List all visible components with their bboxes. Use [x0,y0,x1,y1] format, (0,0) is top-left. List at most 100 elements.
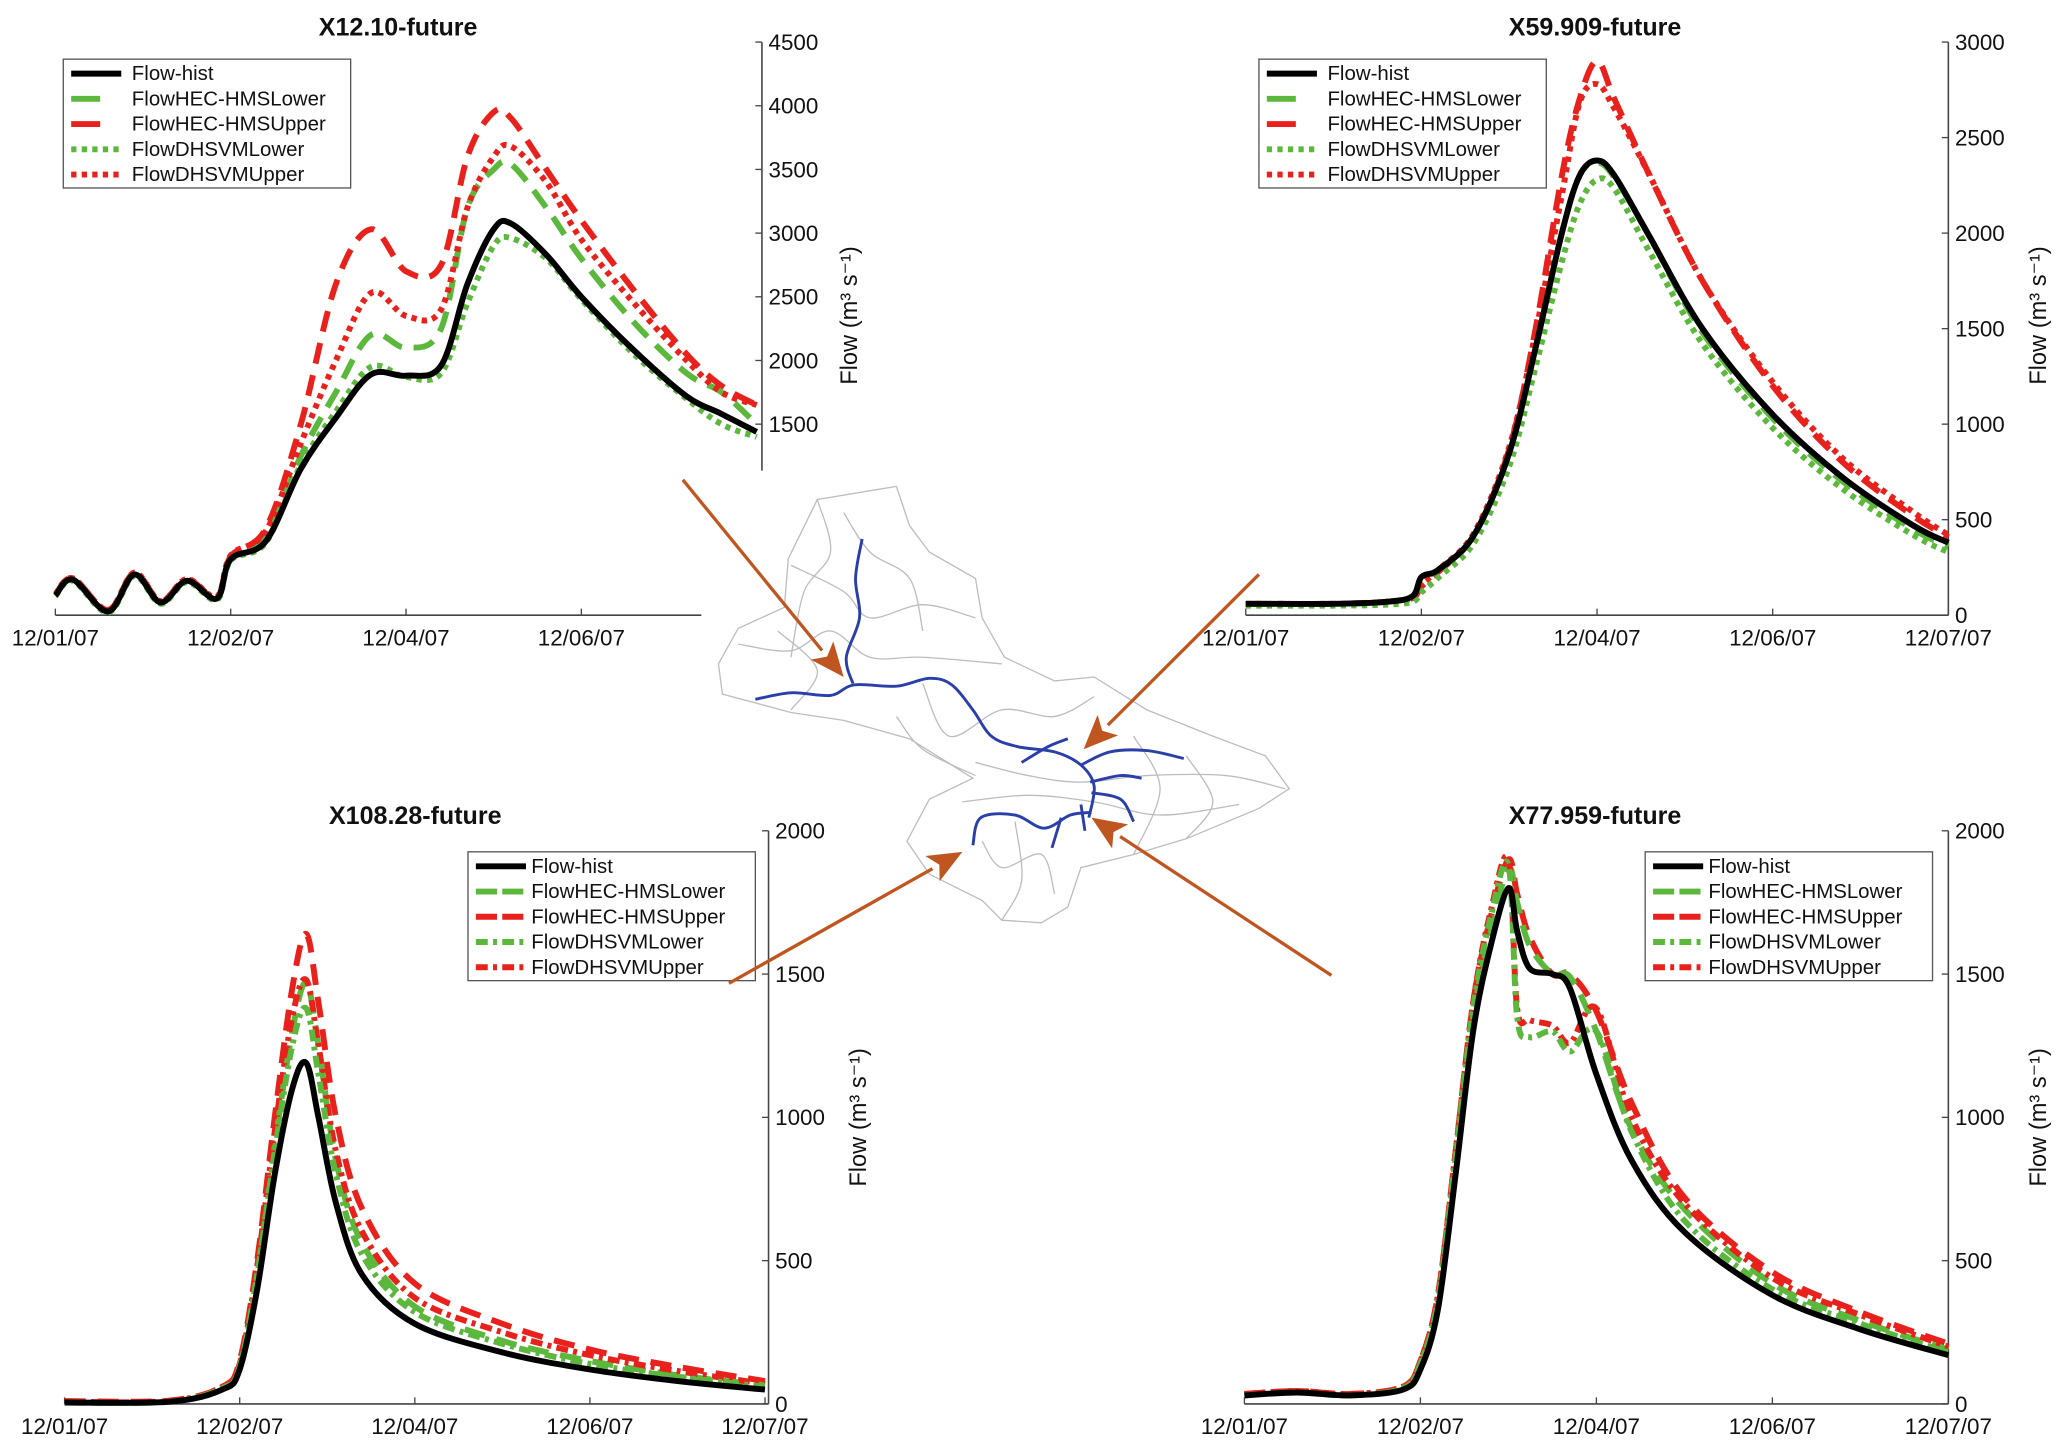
legend-label: Flow-hist [531,856,613,878]
river [1091,791,1135,823]
subbasin-boundary [1001,821,1023,921]
x-tick-label: 12/04/07 [362,625,449,650]
x-tick-label: 12/06/07 [1729,625,1816,650]
river [1050,817,1063,849]
legend: Flow-hist FlowHEC-HMSLower FlowHEC-HMSUppe… [467,851,757,982]
legend-label: FlowHEC-HMSUpper [531,906,725,928]
y-tick-label: 2500 [769,285,819,310]
series-flowhec-hmslower [53,158,759,615]
y-tick-label: 3000 [769,221,819,246]
location-arrows [681,478,1333,985]
x-tick-label: 12/06/07 [1729,1414,1816,1439]
y-tick-label: 1000 [775,1105,825,1130]
y-tick-label: 3500 [769,157,819,182]
y-tick-label: 3000 [1955,30,2005,55]
legend-label: FlowHEC-HMSLower [132,88,326,110]
y-tick-label: 1500 [769,412,819,437]
subbasin-boundary [895,716,976,777]
subbasin-boundary [790,564,976,619]
series-flowdhsvmlower [1245,175,1950,609]
x-tick-label: 12/06/07 [546,1414,633,1439]
legend-label: FlowHEC-HMSUpper [1708,906,1902,928]
legend-box [62,58,352,189]
subbasin-boundary [975,761,1286,790]
x-tick-label: 12/02/07 [196,1414,283,1439]
river [1020,737,1069,764]
series-flowhec-hmsupper [64,931,766,1405]
y-tick-label: 2000 [775,819,825,844]
series-flow-hist [53,217,759,615]
y-tick-label: 1000 [1955,412,2005,437]
series-flowhec-hmslower [64,979,766,1406]
y-tick-label: 2500 [1955,126,2005,151]
x-tick-label: 12/04/07 [1553,625,1640,650]
subbasin-boundary [962,794,1240,816]
x-tick-label: 12/04/07 [1553,1414,1640,1439]
y-tick-label: 500 [775,1249,812,1274]
y-tick-label: 0 [775,1392,787,1417]
y-tick-label: 2000 [769,348,819,373]
series-flow-hist [1244,885,1950,1399]
chart-title: X12.10-future [319,14,478,42]
legend-label: FlowDHSVMLower [1708,932,1881,954]
chart-title: X108.28-future [329,802,502,830]
legend: Flow-hist FlowHEC-HMSLower FlowHEC-HMSUppe… [1644,851,1934,982]
series-flowdhsvmlower [53,233,758,616]
river [971,810,1092,846]
x-tick-label: 12/02/07 [1378,625,1465,650]
arrow-head-icon [1083,714,1119,750]
legend-label: FlowDHSVMUpper [531,957,704,979]
chart-title: X77.959-future [1509,802,1682,830]
legend-label: FlowHEC-HMSUpper [1327,114,1521,136]
legend-label: FlowDHSVMUpper [1327,164,1500,186]
arrow-line [681,478,824,652]
subbasin-boundary [777,630,818,711]
legend-label: Flow-hist [1327,63,1409,85]
arrow-head-icon [810,641,844,677]
legend-label: Flow-hist [1708,856,1790,878]
x-tick-label: 12/01/07 [1202,625,1289,650]
y-axis-label: Flow (m³ s⁻¹) [846,1048,872,1187]
x-tick-label: 12/04/07 [371,1414,458,1439]
chart-title: X59.909-future [1509,14,1682,42]
legend-label: FlowDHSVMUpper [1708,957,1881,979]
legend-label: FlowDHSVMLower [1327,139,1500,161]
legend: Flow-hist FlowHEC-HMSLower FlowHEC-HMSUppe… [62,58,352,189]
chart-panel: X12.10-future 12/01/07 12/02/07 12/04/07 12/… [12,14,863,651]
y-tick-label: 0 [1955,603,1967,628]
legend-label: FlowDHSVMLower [531,932,704,954]
y-tick-label: 1500 [1955,962,2005,987]
y-tick-label: 4500 [769,30,819,55]
river [1089,774,1142,784]
river [1079,804,1087,832]
subbasin-boundary [1133,735,1161,855]
y-tick-label: 2000 [1955,221,2005,246]
y-axis-label: Flow (m³ s⁻¹) [837,246,863,385]
legend-label: FlowDHSVMLower [132,139,305,161]
subbasin-boundary [843,512,924,632]
legend-box [1258,58,1547,189]
legend-label: FlowHEC-HMSLower [1708,881,1902,903]
subbasin-boundary [790,499,832,658]
legend-label: FlowHEC-HMSLower [531,881,725,903]
x-tick-label: 12/07/07 [721,1414,808,1439]
y-axis-label: Flow (m³ s⁻¹) [2026,246,2052,385]
chart-panel: X77.959-future 12/01/07 12/02/07 12/04/07 12… [1201,802,2052,1439]
x-tick-label: 12/01/07 [1201,1414,1288,1439]
series-flow-hist [1245,157,1950,607]
arrow-line [1106,573,1261,727]
y-tick-label: 2000 [1955,819,2005,844]
y-tick-label: 1000 [1955,1105,2005,1130]
arrow-head-icon [925,851,963,882]
river [755,676,1096,818]
x-tick-label: 12/07/07 [1905,625,1992,650]
series-flow-hist [64,1058,766,1406]
watershed-map [717,485,1291,924]
x-tick-label: 12/02/07 [187,625,274,650]
series-flowdhsvmupper [64,976,766,1406]
subbasin-boundary [922,683,1095,738]
legend-label: FlowHEC-HMSUpper [132,114,326,136]
subbasin-boundary [981,840,1056,895]
y-tick-label: 1500 [1955,317,2005,342]
y-axis-label: Flow (m³ s⁻¹) [2026,1048,2052,1187]
